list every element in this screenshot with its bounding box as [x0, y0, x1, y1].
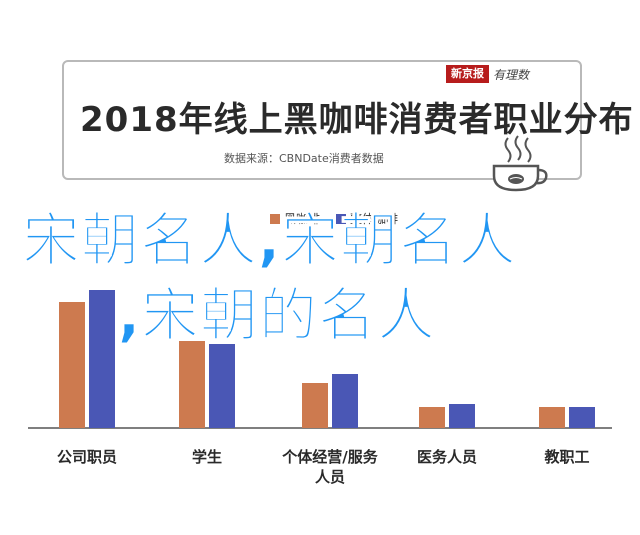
legend-label: 黑咖啡 — [284, 212, 321, 226]
x-tick-label: 教职工 — [543, 448, 589, 466]
x-tick-label: 人员 — [315, 468, 345, 486]
bar-all-coffee-4 — [569, 407, 595, 428]
brand-logo: 新京报 有理数 — [446, 64, 529, 84]
overlay-text-line-2: ,宋朝的名人 — [117, 281, 437, 349]
bar-all-coffee-3 — [449, 404, 475, 428]
bar-black-coffee-4 — [539, 407, 565, 428]
bar-all-coffee-0 — [89, 290, 115, 428]
data-source: 数据来源：CBNDate消费者数据 — [224, 152, 384, 165]
bar-all-coffee-2 — [332, 374, 358, 428]
bar-black-coffee-1 — [179, 341, 205, 428]
bar-black-coffee-3 — [419, 407, 445, 428]
legend-item-all-coffee: 整体咖啡 — [336, 210, 398, 227]
coffee-cup-icon — [492, 135, 548, 192]
legend-swatch — [336, 213, 347, 224]
x-tick-label: 公司职员 — [57, 448, 117, 466]
chart-legend: 黑咖啡 整体咖啡 — [270, 210, 398, 227]
x-tick-label: 医务人员 — [417, 448, 477, 466]
brand-badge: 新京报 — [446, 65, 489, 83]
bar-all-coffee-1 — [209, 344, 235, 428]
legend-swatch — [270, 213, 280, 224]
legend-item-black-coffee: 黑咖啡 — [270, 210, 320, 227]
x-tick-label: 学生 — [192, 448, 222, 466]
bar-black-coffee-2 — [302, 383, 328, 428]
bar-black-coffee-0 — [59, 302, 85, 428]
overlay-text-line-1: 宋朝名人,宋朝名人 — [21, 206, 518, 274]
header-box — [62, 60, 582, 180]
legend-label: 整体咖啡 — [350, 212, 399, 226]
brand-script: 有理数 — [493, 67, 530, 82]
x-tick-label: 个体经营/服务 — [281, 448, 378, 466]
